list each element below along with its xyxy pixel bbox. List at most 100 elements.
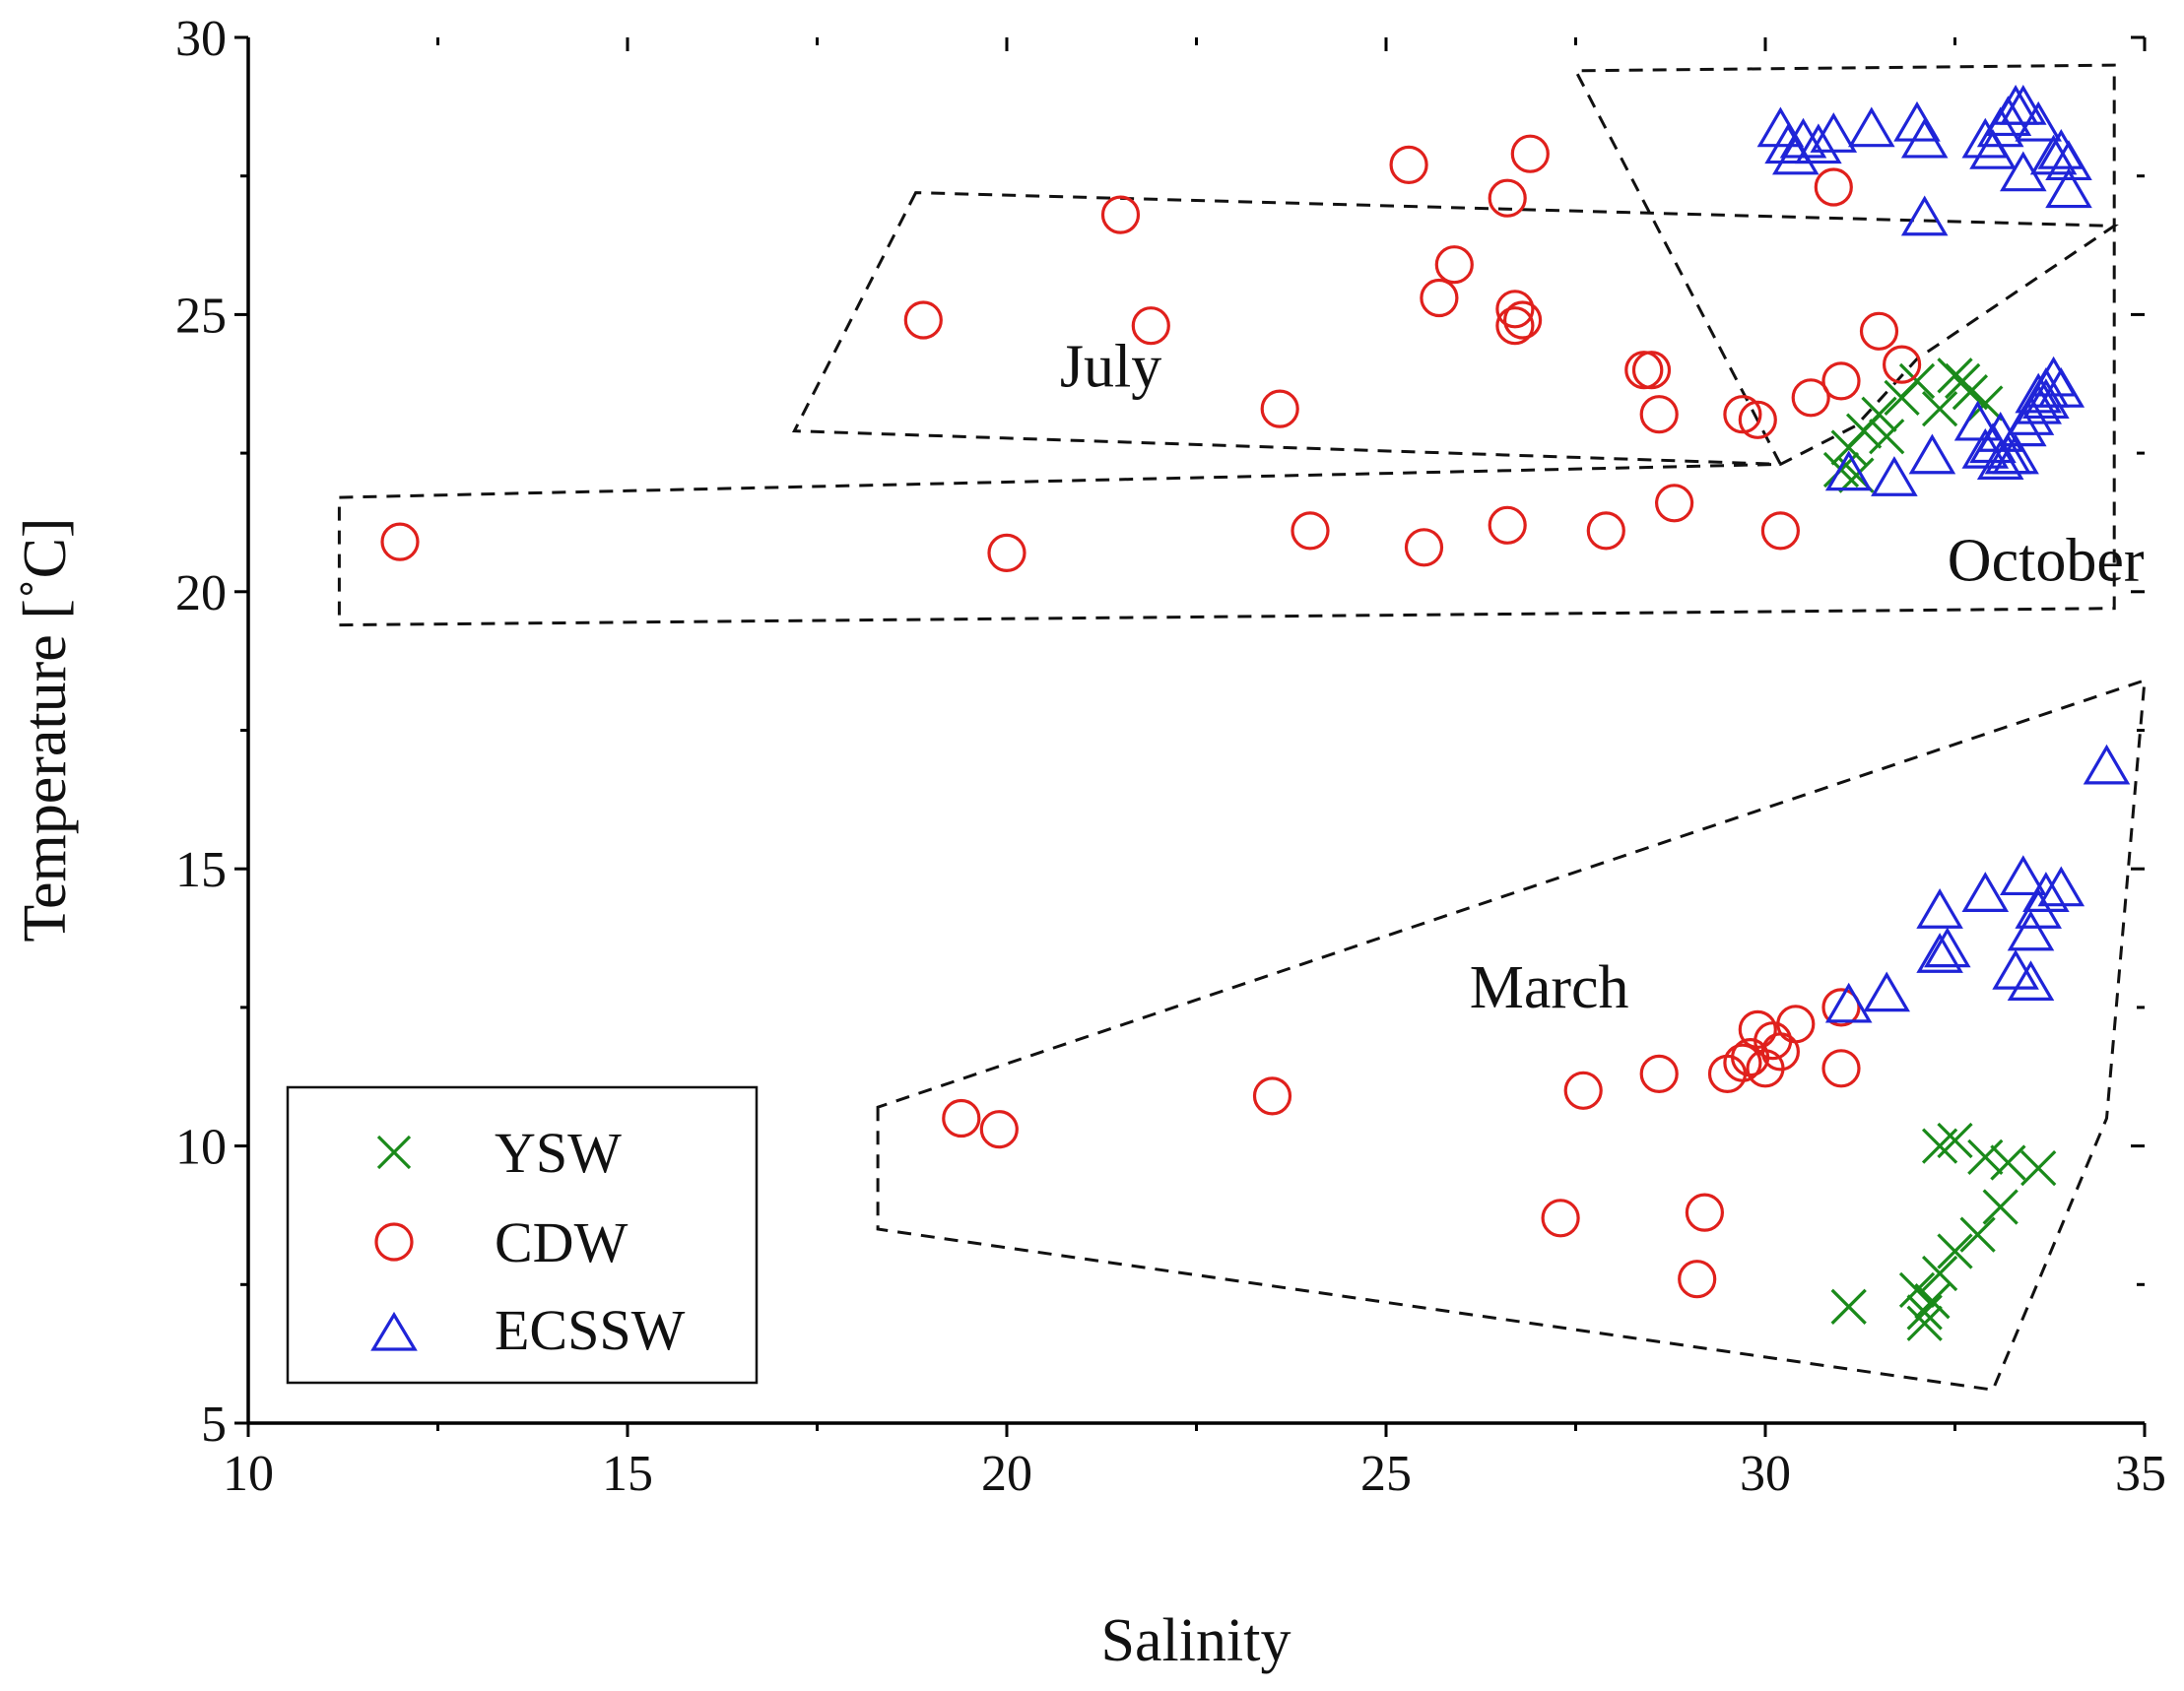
point-ecssw	[1916, 888, 1963, 929]
point-ecssw	[1992, 948, 2039, 990]
point-cdw	[1488, 178, 1527, 218]
y-tick-label: 25	[175, 288, 227, 344]
point-cdw	[903, 300, 943, 340]
point-cdw	[1821, 1049, 1861, 1088]
x-tick-label: 10	[223, 1446, 274, 1502]
point-ecssw	[2007, 910, 2055, 951]
scatter-points	[380, 84, 2131, 1341]
point-ysw	[2020, 1149, 2057, 1187]
point-cdw	[1495, 290, 1535, 329]
point-cdw	[1563, 1071, 1603, 1110]
point-ysw	[1945, 362, 1981, 400]
point-cdw	[1639, 1054, 1679, 1094]
point-cdw	[1882, 345, 1922, 384]
point-ecssw	[1824, 450, 1873, 491]
point-cdw	[1639, 395, 1679, 434]
x-tick-label: 20	[981, 1446, 1032, 1502]
legend: YSW CDW ECSSW	[286, 1085, 759, 1385]
legend-marker-ysw	[376, 1135, 412, 1170]
point-ecssw	[2045, 167, 2092, 209]
region-outline-october	[337, 63, 2116, 627]
point-ysw	[1906, 1305, 1943, 1341]
point-ysw	[1952, 374, 1989, 411]
point-ecssw	[1756, 106, 1805, 148]
y-tick-label: 20	[175, 565, 227, 621]
point-cdw	[1760, 511, 1801, 551]
legend-item-ecssw: ECSSW	[370, 1298, 686, 1362]
point-cdw	[1252, 1076, 1292, 1116]
point-cdw	[1814, 167, 1853, 207]
point-ecssw	[1871, 456, 1918, 496]
region-outline-march	[876, 678, 2147, 1392]
point-ecssw	[1893, 100, 1941, 142]
legend-marker-cdw	[374, 1222, 414, 1262]
point-cdw	[380, 522, 420, 561]
point-ysw	[1982, 1189, 2019, 1225]
point-ecssw	[1924, 927, 1971, 968]
x-tick-label: 25	[1360, 1446, 1412, 1502]
point-ecssw	[1900, 195, 1949, 236]
point-cdw	[1488, 505, 1527, 545]
point-ysw	[1861, 396, 1897, 432]
point-ysw	[1914, 1283, 1951, 1320]
region-label-october: October	[1948, 528, 2145, 595]
point-cdw	[942, 1098, 981, 1138]
legend-item-ysw: YSW	[376, 1121, 622, 1185]
point-ecssw	[1961, 872, 2010, 912]
point-cdw	[1821, 988, 1861, 1027]
point-ecssw	[1969, 129, 2017, 169]
point-ysw	[1959, 1216, 1996, 1253]
point-ysw	[1906, 1294, 1943, 1331]
point-cdw	[1723, 395, 1762, 434]
point-cdw	[1510, 134, 1550, 173]
point-ysw	[1898, 1271, 1936, 1309]
point-ecssw	[2022, 378, 2070, 420]
point-cdw	[1495, 306, 1535, 346]
legend-label-ysw: YSW	[495, 1121, 622, 1185]
point-cdw	[1776, 1005, 1816, 1044]
point-ecssw	[1848, 106, 1895, 148]
point-ecssw	[1900, 117, 1949, 159]
x-axis-title: Salinity	[1101, 1607, 1291, 1674]
legend-label-cdw: CDW	[495, 1210, 629, 1274]
point-ecssw	[2007, 960, 2055, 1001]
point-ecssw	[2000, 84, 2047, 125]
point-cdw	[1389, 145, 1428, 184]
y-tick-label: 15	[175, 842, 227, 898]
point-ysw	[1921, 390, 1958, 427]
x-tick-label: 30	[1740, 1446, 1791, 1502]
region-label-march: March	[1470, 954, 1629, 1021]
point-ecssw	[1824, 982, 1873, 1023]
point-cdw	[1404, 528, 1444, 567]
point-ecssw	[2083, 744, 2131, 785]
point-cdw	[1624, 351, 1664, 390]
y-axis-title: Temperature [˚C]	[12, 517, 79, 942]
point-cdw	[1723, 1043, 1762, 1082]
point-ecssw	[1908, 433, 1956, 475]
point-ecssw	[2015, 100, 2062, 142]
point-ysw	[1937, 1122, 1973, 1159]
point-cdw	[1685, 1193, 1725, 1232]
point-cdw	[1738, 400, 1777, 439]
y-tick-label: 5	[201, 1397, 227, 1453]
point-cdw	[1291, 511, 1330, 551]
point-ecssw	[1953, 400, 2002, 441]
point-cdw	[1586, 511, 1625, 551]
point-ecssw	[2037, 866, 2085, 907]
water-mass-regions: July October March	[337, 63, 2147, 1392]
point-cdw	[1131, 306, 1170, 346]
point-cdw	[1654, 484, 1694, 523]
point-cdw	[1502, 300, 1543, 340]
point-cdw	[1791, 378, 1830, 418]
region-label-july: July	[1060, 334, 1161, 401]
point-ecssw	[1779, 117, 1827, 159]
point-cdw	[1260, 389, 1299, 428]
legend-item-cdw: CDW	[374, 1210, 629, 1274]
point-ysw	[1921, 1255, 1958, 1292]
point-cdw	[987, 533, 1026, 573]
y-tick-label: 10	[175, 1120, 227, 1176]
point-ecssw	[1976, 439, 2024, 480]
point-ecssw	[2045, 140, 2092, 181]
point-ecssw	[1863, 971, 1910, 1012]
